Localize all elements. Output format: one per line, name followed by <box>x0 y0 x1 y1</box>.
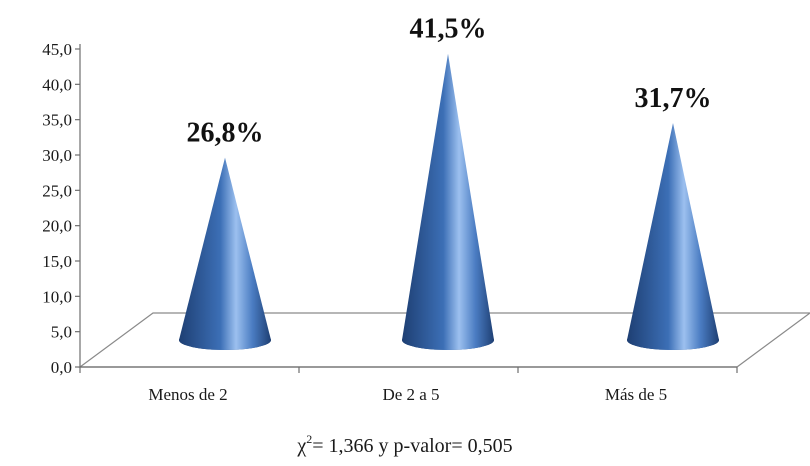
cone-body <box>627 122 719 350</box>
cone-body <box>402 53 494 350</box>
y-tick-label: 20,0 <box>42 217 72 236</box>
y-tick-label: 30,0 <box>42 146 72 165</box>
x-category-label: Menos de 2 <box>148 385 227 404</box>
cone-bar <box>627 122 719 350</box>
x-category-label: De 2 a 5 <box>382 385 439 404</box>
data-value-label: 31,7% <box>635 83 712 114</box>
y-tick-label: 25,0 <box>42 181 72 200</box>
y-axis-ticks: 0,0 5,0 10,0 15,0 20,0 25,0 30,0 35,0 40,0 45,0 <box>42 40 80 377</box>
y-tick-label: 15,0 <box>42 252 72 271</box>
x-axis-categories: Menos de 2 De 2 a 5 Más de 5 <box>79 367 738 404</box>
y-tick-label: 10,0 <box>42 287 72 306</box>
y-tick-label: 0,0 <box>51 358 72 377</box>
y-tick-label: 35,0 <box>42 111 72 130</box>
data-value-label: 26,8% <box>187 118 264 149</box>
data-labels: 26,8% 41,5% 31,7% <box>187 14 712 149</box>
x-category-label: Más de 5 <box>605 385 667 404</box>
y-tick-label: 40,0 <box>42 75 72 94</box>
y-tick-label: 5,0 <box>51 323 72 342</box>
cone-series <box>179 53 719 350</box>
cone-bar <box>179 157 271 350</box>
y-tick-label: 45,0 <box>42 40 72 59</box>
data-value-label: 41,5% <box>410 14 487 45</box>
cone-body <box>179 157 271 350</box>
statistics-footnote: χ2= 1,366 y p-valor= 0,505 <box>296 432 512 457</box>
cone-bar <box>402 53 494 350</box>
